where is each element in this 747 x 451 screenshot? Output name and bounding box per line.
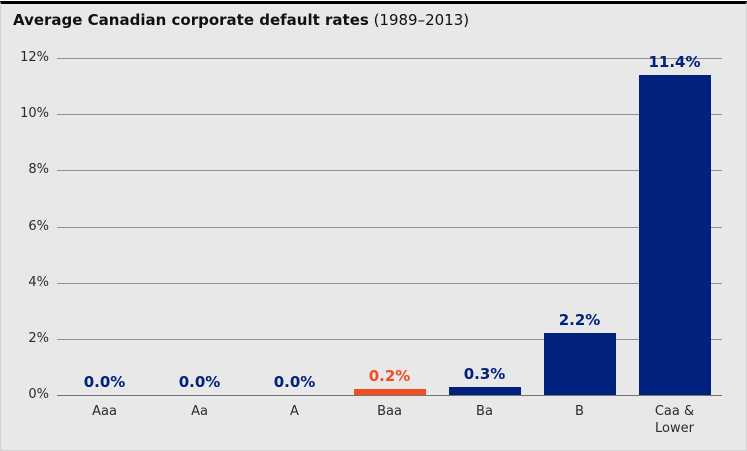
x-axis-tick-text: Baa: [377, 404, 402, 419]
gridline-12pct: [57, 58, 722, 59]
value-label-aa: 0.0%: [178, 373, 221, 391]
y-axis-tick-label-0pct: 0%: [28, 387, 49, 402]
gridline-10pct: [57, 114, 722, 116]
y-axis-tick-label-10pct: 10%: [20, 106, 49, 122]
bar-caa-lower: [638, 74, 711, 395]
chart-title-period: (1989–2013): [368, 11, 470, 29]
x-axis-tick-label-ba: Ba: [437, 403, 532, 420]
value-label-aaa: 0.0%: [83, 373, 126, 391]
chart-title-main: Average Canadian corporate default rates: [13, 11, 369, 29]
x-axis-tick-text: Aaa: [92, 404, 117, 419]
bar-b: [543, 333, 616, 395]
x-axis-tick-label-caa-lower: Caa & Lower: [627, 403, 722, 437]
x-axis-tick-text: Aa: [191, 404, 208, 419]
plot-area: 0.0% 0.0% 0.0% 0.2% 0.3% 2.2% 11.4%: [57, 53, 722, 396]
y-axis-tick-label-8pct: 8%: [28, 162, 49, 178]
y-axis-tick-label-2pct: 2%: [28, 330, 49, 346]
bar-baa: [353, 389, 426, 395]
x-axis-tick-text: B: [575, 404, 584, 419]
x-axis-tick-label-aaa: Aaa: [57, 403, 152, 420]
gridline-8pct: [57, 170, 722, 172]
x-axis-tick-text: Ba: [476, 404, 493, 419]
value-label-a: 0.0%: [273, 373, 316, 391]
value-label-baa: 0.2%: [368, 367, 411, 386]
x-axis-tick-label-a: A: [247, 403, 342, 420]
value-label-b: 2.2%: [558, 311, 601, 330]
x-axis-tick-text: A: [290, 404, 299, 419]
y-axis-tick-label-4pct: 4%: [28, 274, 49, 290]
bar-ba: [448, 386, 521, 395]
gridline-0pct: [57, 395, 722, 396]
x-axis-tick-label-b: B: [532, 403, 627, 420]
y-axis-tick-label-6pct: 6%: [28, 218, 49, 234]
value-label-ba: 0.3%: [463, 364, 506, 383]
chart-title: Average Canadian corporate default rates…: [13, 11, 469, 29]
value-label-caa-lower: 11.4%: [648, 52, 701, 71]
y-axis-tick-label-12pct: 12%: [20, 50, 49, 65]
gridline-2pct: [57, 338, 722, 340]
x-axis-tick-label-baa: Baa: [342, 403, 437, 420]
gridline-6pct: [57, 226, 722, 228]
x-axis-tick-text: Caa & Lower: [654, 404, 695, 436]
x-axis-tick-label-aa: Aa: [152, 403, 247, 420]
gridline-4pct: [57, 282, 722, 284]
